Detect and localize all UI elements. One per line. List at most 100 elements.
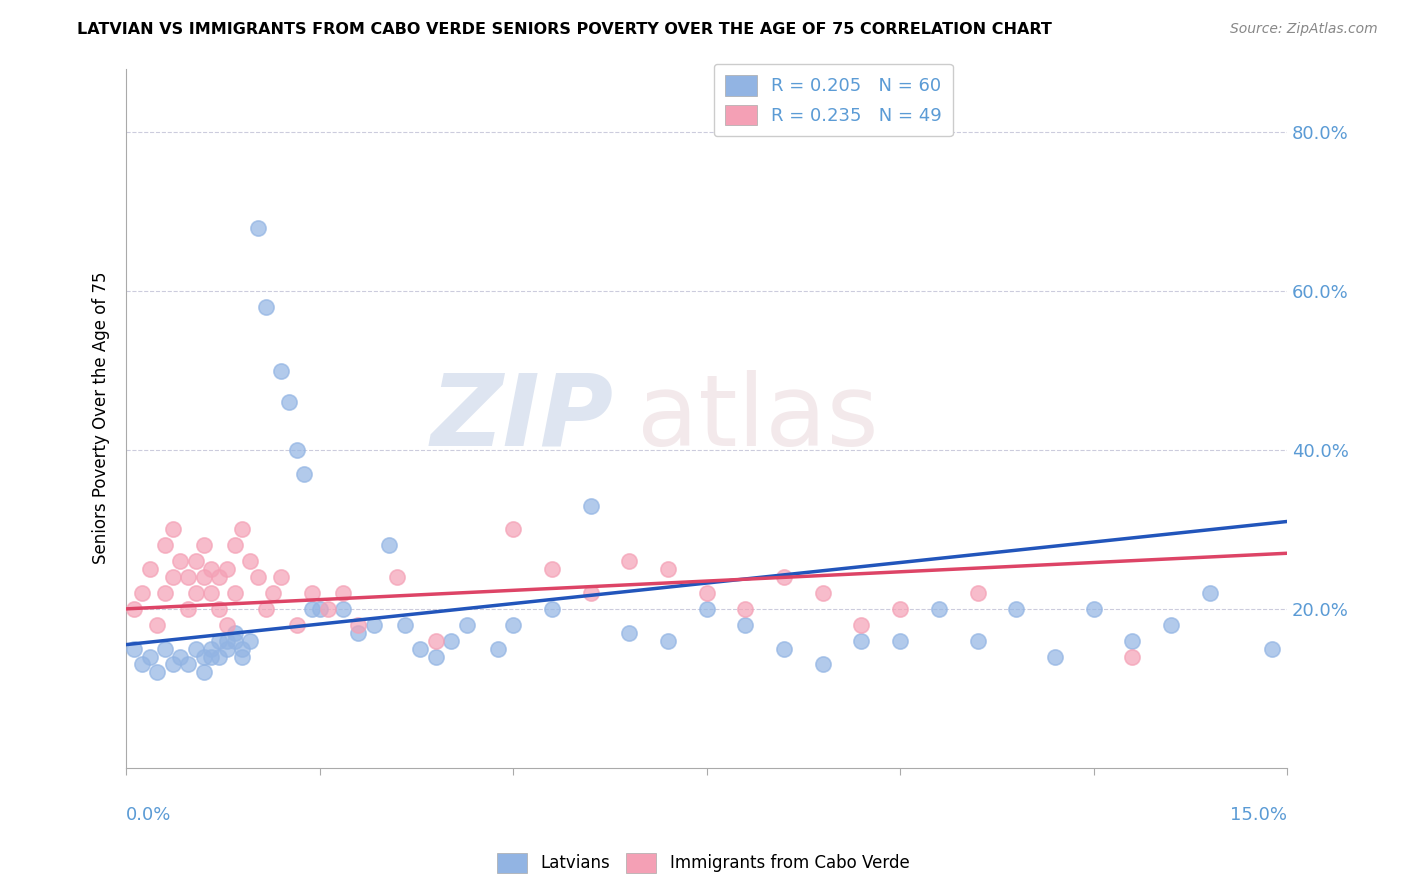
Point	[231, 641, 253, 656]
Point	[208, 633, 231, 648]
Point	[239, 633, 262, 648]
Y-axis label: Seniors Poverty Over the Age of 75: Seniors Poverty Over the Age of 75	[93, 272, 110, 565]
Point	[122, 641, 145, 656]
Point	[773, 570, 796, 584]
Point	[541, 562, 564, 576]
Point	[541, 602, 564, 616]
Point	[146, 665, 169, 680]
Point	[239, 554, 262, 568]
Point	[153, 641, 176, 656]
Point	[734, 602, 756, 616]
Legend: Latvians, Immigrants from Cabo Verde: Latvians, Immigrants from Cabo Verde	[489, 847, 917, 880]
Point	[208, 649, 231, 664]
Point	[177, 570, 200, 584]
Text: 15.0%: 15.0%	[1230, 806, 1286, 824]
Point	[246, 570, 269, 584]
Point	[308, 602, 330, 616]
Point	[153, 538, 176, 552]
Point	[440, 633, 463, 648]
Point	[184, 586, 207, 600]
Point	[1121, 649, 1143, 664]
Point	[486, 641, 509, 656]
Point	[193, 665, 215, 680]
Point	[215, 562, 238, 576]
Point	[316, 602, 339, 616]
Point	[425, 633, 447, 648]
Point	[1198, 586, 1220, 600]
Point	[811, 586, 834, 600]
Point	[811, 657, 834, 672]
Point	[254, 300, 277, 314]
Point	[292, 467, 315, 481]
Point	[184, 554, 207, 568]
Text: 0.0%: 0.0%	[127, 806, 172, 824]
Point	[409, 641, 432, 656]
Point	[224, 586, 246, 600]
Point	[224, 625, 246, 640]
Point	[502, 523, 524, 537]
Point	[162, 523, 184, 537]
Point	[122, 602, 145, 616]
Point	[889, 602, 911, 616]
Point	[619, 554, 641, 568]
Point	[1005, 602, 1028, 616]
Point	[193, 649, 215, 664]
Point	[215, 617, 238, 632]
Point	[889, 633, 911, 648]
Point	[579, 586, 602, 600]
Point	[200, 641, 222, 656]
Point	[1160, 617, 1182, 632]
Point	[1043, 649, 1066, 664]
Point	[301, 602, 323, 616]
Point	[177, 657, 200, 672]
Point	[696, 602, 718, 616]
Point	[169, 649, 191, 664]
Point	[184, 641, 207, 656]
Point	[301, 586, 323, 600]
Point	[224, 538, 246, 552]
Point	[456, 617, 478, 632]
Text: ZIP: ZIP	[430, 370, 614, 467]
Point	[285, 617, 308, 632]
Point	[966, 633, 988, 648]
Point	[146, 617, 169, 632]
Text: Source: ZipAtlas.com: Source: ZipAtlas.com	[1230, 22, 1378, 37]
Point	[1121, 633, 1143, 648]
Point	[177, 602, 200, 616]
Point	[193, 538, 215, 552]
Point	[193, 570, 215, 584]
Point	[200, 562, 222, 576]
Point	[1083, 602, 1105, 616]
Point	[131, 586, 153, 600]
Point	[734, 617, 756, 632]
Point	[200, 649, 222, 664]
Legend: R = 0.205   N = 60, R = 0.235   N = 49: R = 0.205 N = 60, R = 0.235 N = 49	[714, 64, 953, 136]
Point	[138, 649, 160, 664]
Text: atlas: atlas	[637, 370, 879, 467]
Point	[246, 220, 269, 235]
Point	[153, 586, 176, 600]
Point	[657, 562, 679, 576]
Point	[394, 617, 416, 632]
Point	[425, 649, 447, 664]
Point	[1260, 641, 1282, 656]
Point	[347, 617, 370, 632]
Point	[270, 363, 292, 377]
Point	[162, 657, 184, 672]
Point	[773, 641, 796, 656]
Point	[200, 586, 222, 600]
Point	[131, 657, 153, 672]
Point	[208, 602, 231, 616]
Point	[851, 617, 873, 632]
Point	[851, 633, 873, 648]
Point	[254, 602, 277, 616]
Point	[579, 499, 602, 513]
Point	[502, 617, 524, 632]
Point	[385, 570, 408, 584]
Point	[215, 641, 238, 656]
Point	[277, 395, 299, 409]
Point	[138, 562, 160, 576]
Point	[966, 586, 988, 600]
Point	[928, 602, 950, 616]
Point	[332, 602, 354, 616]
